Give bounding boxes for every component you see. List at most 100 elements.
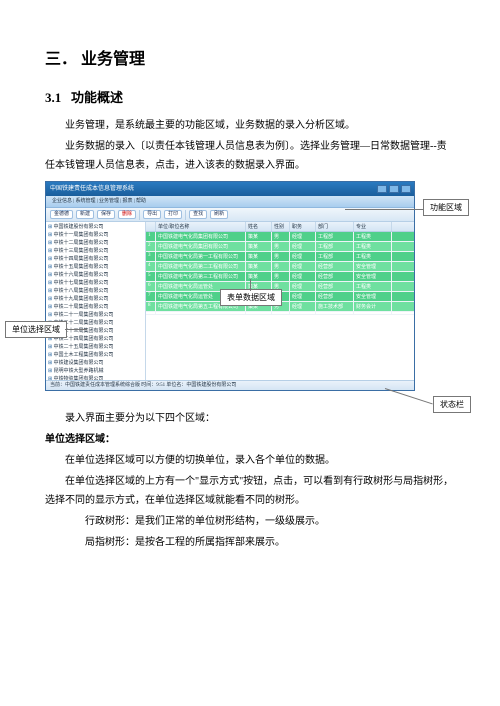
tree-item[interactable]: ⊞ 中铁十七局集团有限公司 xyxy=(48,280,143,288)
tree-item[interactable]: ⊞ 中国铁建股份有限公司 xyxy=(48,224,143,232)
tree-item[interactable]: ⊞ 中铁二十五局集团有限公司 xyxy=(48,344,143,352)
toolbar-refresh[interactable]: 刷新 xyxy=(210,210,228,219)
table-cell xyxy=(246,312,272,314)
table-cell: 经理 xyxy=(290,252,316,261)
tree-item[interactable]: ⊞ 中铁十九局集团有限公司 xyxy=(48,296,143,304)
table-cell: 施工技术部 xyxy=(316,302,354,311)
table-cell: 6 xyxy=(146,282,156,291)
table-cell: 经营部 xyxy=(316,272,354,281)
grid-col-header[interactable]: 部门 xyxy=(316,222,354,231)
table-cell: 4 xyxy=(146,262,156,271)
table-row[interactable] xyxy=(146,312,414,315)
table-row[interactable]: 1中国铁建电气化局集团有限公司策某男经理工程部工程类 xyxy=(146,232,414,242)
unit-area-heading: 单位选择区域： xyxy=(45,430,455,449)
tree-item[interactable]: ⊞ 中铁二十一局集团有限公司 xyxy=(48,312,143,320)
toolbar-find[interactable]: 查找 xyxy=(189,210,207,219)
window-buttons xyxy=(377,182,414,196)
table-cell: 7 xyxy=(146,292,156,301)
toolbar-print[interactable]: 打印 xyxy=(164,210,182,219)
maximize-icon[interactable] xyxy=(389,185,399,193)
callout-status-bar: 状态栏 xyxy=(433,396,471,413)
grid-col-header[interactable]: 职务 xyxy=(290,222,316,231)
table-cell: 中国铁建电气化局第一工程有限公司 xyxy=(156,252,246,261)
table-cell: 安全管理 xyxy=(354,272,392,281)
table-cell: 男 xyxy=(272,242,290,251)
intro-p2: 业务数据的录入〔以责任本钱管理人员信息表为例〕。选择业务管理—日常数据管理--责… xyxy=(45,137,455,175)
tree-item[interactable]: ⊞ 昆明中铁大型养路机械 xyxy=(48,368,143,376)
tree-item[interactable]: ⊞ 中铁十四局集团有限公司 xyxy=(48,256,143,264)
table-row[interactable]: 3中国铁建电气化局第一工程有限公司策某男经理工程部工程类 xyxy=(146,252,414,262)
table-cell: 经理 xyxy=(290,272,316,281)
table-cell: 中国铁建电气化局集团有限公司 xyxy=(156,242,246,251)
table-cell: 策某 xyxy=(246,232,272,241)
toolbar-sep xyxy=(139,210,140,220)
table-cell: 男 xyxy=(272,272,290,281)
minimize-icon[interactable] xyxy=(377,185,387,193)
toolbar-group[interactable]: 金德德 xyxy=(50,210,73,219)
toolbar-delete[interactable]: 删除 xyxy=(118,210,136,219)
section-heading: 三． 业务管理 xyxy=(45,45,455,69)
unit-tree[interactable]: ⊞ 中国铁建股份有限公司⊞ 中铁十一局集团有限公司⊞ 中铁十二局集团有限公司⊞ … xyxy=(46,222,146,390)
section-title: 业务管理 xyxy=(81,51,145,68)
grid-col-header[interactable] xyxy=(146,222,156,231)
table-cell: 工程类 xyxy=(354,282,392,291)
close-icon[interactable] xyxy=(401,185,411,193)
table-cell: 安全管理 xyxy=(354,292,392,301)
tree-item[interactable]: ⊞ 中铁十一局集团有限公司 xyxy=(48,232,143,240)
table-cell: 8 xyxy=(146,302,156,311)
table-cell: 策某 xyxy=(246,262,272,271)
toolbar-export[interactable]: 导出 xyxy=(143,210,161,219)
grid-header: 单位/职位名称姓名性别职务部门专业 xyxy=(146,222,414,232)
table-cell: 经理 xyxy=(290,292,316,301)
grid-col-header[interactable]: 专业 xyxy=(354,222,392,231)
callout-data-area: 表单数据区域 xyxy=(220,289,282,306)
table-cell xyxy=(290,312,316,314)
toolbar-new[interactable]: 新建 xyxy=(76,210,94,219)
below-p3: 在单位选择区域的上方有一个"显示方式"按钮，点击，可以看到有行政树形与局指树形，… xyxy=(45,472,455,510)
tree-item[interactable]: ⊞ 中铁十五局集团有限公司 xyxy=(48,264,143,272)
table-cell xyxy=(146,312,156,314)
window-title: 中国铁建责任成本信息管理系统 xyxy=(50,182,134,196)
data-grid[interactable]: 单位/职位名称姓名性别职务部门专业 1中国铁建电气化局集团有限公司策某男经理工程… xyxy=(146,222,414,390)
table-cell: 男 xyxy=(272,262,290,271)
callout-unit-area: 单位选择区域 xyxy=(5,321,67,338)
tree-item[interactable]: ⊞ 中铁建设集团有限公司 xyxy=(48,360,143,368)
table-cell xyxy=(156,312,246,314)
table-cell: 中国铁建电气化局第二工程有限公司 xyxy=(156,262,246,271)
subsection-heading: 3.1 功能概述 xyxy=(45,87,455,106)
table-row[interactable]: 2中国铁建电气化局集团有限公司策某男经理工程部工程类 xyxy=(146,242,414,252)
table-cell: 经营部 xyxy=(316,292,354,301)
callout-lead xyxy=(345,209,423,210)
below-p5: 局指树形：是按各工程的所属指挥部来展示。 xyxy=(45,533,455,552)
status-bar: 当前：中国铁建责任成本管理系统综合版 时间：9:51 单位名：中国铁建股份有限公… xyxy=(46,380,414,390)
table-cell: 5 xyxy=(146,272,156,281)
table-row[interactable]: 4中国铁建电气化局第二工程有限公司策某男经理经营部安全管理 xyxy=(146,262,414,272)
below-p1: 录入界面主要分为以下四个区域： xyxy=(45,409,455,428)
table-cell: 男 xyxy=(272,232,290,241)
table-cell: 中国铁建电气化局集团有限公司 xyxy=(156,232,246,241)
table-cell: 经理 xyxy=(290,242,316,251)
table-cell: 经营部 xyxy=(316,282,354,291)
table-cell: 经理 xyxy=(290,302,316,311)
tree-item[interactable]: ⊞ 中铁十六局集团有限公司 xyxy=(48,272,143,280)
section-number: 三． xyxy=(45,51,77,68)
grid-col-header[interactable]: 性别 xyxy=(272,222,290,231)
tree-item[interactable]: ⊞ 中铁十八局集团有限公司 xyxy=(48,288,143,296)
grid-col-header[interactable]: 单位/职位名称 xyxy=(156,222,246,231)
subsection-number: 3.1 xyxy=(45,90,61,105)
toolbar-save[interactable]: 保存 xyxy=(97,210,115,219)
tree-item[interactable]: ⊞ 中国土木工程集团有限公司 xyxy=(48,352,143,360)
table-row[interactable]: 5中国铁建电气化局第三工程有限公司策某男经理经营部安全管理 xyxy=(146,272,414,282)
table-cell: 经理 xyxy=(290,232,316,241)
table-cell: 策某 xyxy=(246,242,272,251)
tree-item[interactable]: ⊞ 中铁十二局集团有限公司 xyxy=(48,240,143,248)
table-cell: 3 xyxy=(146,252,156,261)
tree-item[interactable]: ⊞ 中铁二十局集团有限公司 xyxy=(48,304,143,312)
menu-bar[interactable]: 企业信息 | 系统管理 | 业务管理 | 报表 | 帮助 xyxy=(46,196,414,208)
table-cell: 中国铁建电气化局第三工程有限公司 xyxy=(156,272,246,281)
tree-item[interactable]: ⊞ 中铁十三局集团有限公司 xyxy=(48,248,143,256)
table-cell: 工程部 xyxy=(316,252,354,261)
grid-col-header[interactable]: 姓名 xyxy=(246,222,272,231)
table-cell: 2 xyxy=(146,242,156,251)
toolbar-sep xyxy=(185,210,186,220)
